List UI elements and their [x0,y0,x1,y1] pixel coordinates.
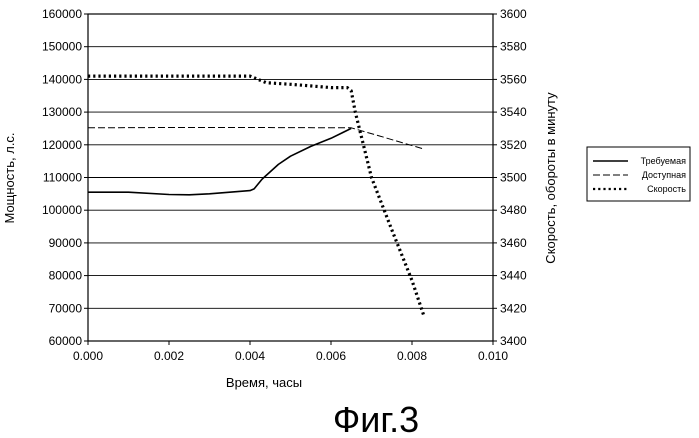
y-left-tick-label: 90000 [49,236,83,250]
y-left-axis-ticks: 60000 70000 80000 90000 100000 110000 120000 13… [42,7,88,348]
legend-label: Скорость [647,184,686,194]
x-tick-label: 0.004 [235,349,265,363]
y-left-tick-label: 160000 [42,7,82,21]
y-left-tick-label: 70000 [49,301,83,315]
x-tick-label: 0.008 [397,349,427,363]
legend: Требуемая Доступная Скорость [587,147,690,201]
legend-label: Требуемая [641,156,686,166]
legend-label: Доступная [642,170,686,180]
y-right-tick-label: 3500 [500,171,527,185]
series-line-0 [88,128,351,194]
y-right-tick-label: 3560 [500,72,527,86]
figure-caption: Фиг.3 [333,399,419,438]
y-left-tick-label: 150000 [42,40,82,54]
y-left-tick-label: 140000 [42,72,82,86]
y-left-tick-label: 60000 [49,334,83,348]
y-right-tick-label: 3460 [500,236,527,250]
y-left-tick-label: 80000 [49,269,83,283]
y-right-axis-ticks: 3400 3420 3440 3460 3480 3500 3520 3540 3560 3580… [493,7,527,348]
y-left-tick-label: 130000 [42,105,82,119]
x-tick-label: 0.006 [316,349,346,363]
y-right-tick-label: 3580 [500,40,527,54]
y-left-tick-label: 110000 [43,171,82,185]
y-left-tick-label: 100000 [42,203,82,217]
x-axis-ticks: 0.000 0.002 0.004 0.006 0.008 0.010 [73,341,508,363]
y-right-tick-label: 3420 [500,301,527,315]
x-tick-label: 0.010 [478,349,508,363]
y-right-tick-label: 3540 [500,105,527,119]
y-right-tick-label: 3480 [500,203,527,217]
y-left-tick-label: 120000 [42,138,82,152]
y-right-tick-label: 3600 [500,7,527,21]
y-right-axis-label: Скорость, обороты в минуту [543,92,558,264]
y-right-tick-label: 3440 [500,269,527,283]
x-axis-label: Время, часы [226,375,302,390]
y-left-axis-label: Мощность, л.с. [2,132,17,223]
x-tick-label: 0.000 [73,349,103,363]
x-tick-label: 0.002 [154,349,184,363]
y-right-tick-label: 3520 [500,138,527,152]
grid-lines [88,47,493,309]
series-line-1 [88,128,424,150]
y-right-tick-label: 3400 [500,334,527,348]
